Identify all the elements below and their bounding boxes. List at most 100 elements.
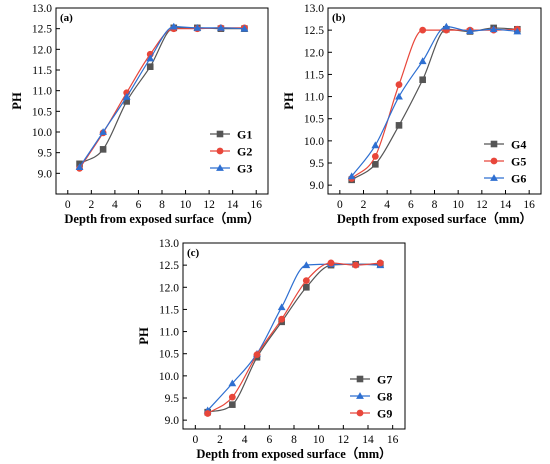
legend-marker [216,130,224,138]
legend-entry: G8 [377,390,392,404]
y-tick-label: 13.0 [304,3,324,15]
y-tick-label: 10.5 [32,106,52,118]
data-point [169,22,178,30]
data-point [395,81,403,89]
chart-panel-2: 0 2 4 6 8 10 12 14 16 9.0 9.5 10.0 10.5 11.0 11.5 12.0 1… [282,3,542,226]
y-tick-label: 12.0 [32,44,52,56]
x-tick-label: 8 [159,199,165,211]
data-point [99,128,108,135]
y-tick-label: 11.0 [159,327,179,339]
data-point [253,351,261,358]
data-point [122,92,131,100]
series-line [207,263,381,413]
legend-entry: G4 [511,138,526,152]
y-tick-label: 9.5 [38,148,53,160]
y-tick-label: 11.5 [159,304,179,316]
data-point [489,25,498,33]
x-tick-label: 2 [88,199,94,211]
data-point [372,161,379,168]
x-tick-label: 2 [217,434,223,446]
data-point [418,57,427,65]
y-axis-title: PH [282,92,296,110]
x-axis-title: Depth from exposed surface（mm） [64,211,259,226]
x-tick-label: 6 [408,199,414,211]
y-tick-label: 12.0 [159,282,179,294]
x-tick-label: 4 [112,199,118,211]
data-point [419,76,426,84]
legend-marker [356,409,364,417]
y-tick-label: 13.0 [159,238,179,250]
x-axis-title: Depth from exposed surface（mm） [337,211,532,226]
data-point [352,261,360,269]
data-point [302,261,311,269]
x-tick-label: 16 [387,434,399,446]
legend-entry: G1 [237,128,252,142]
data-point [395,122,403,129]
legend-entry: G5 [511,155,526,169]
y-tick-label: 10.5 [304,114,324,126]
data-point [395,92,403,100]
data-point [146,63,154,70]
y-tick-label: 10.5 [159,349,179,361]
x-tick-label: 10 [180,199,192,211]
series-line [207,263,381,411]
x-tick-label: 6 [136,199,142,211]
legend-entry: G9 [377,407,392,421]
x-tick-label: 12 [338,434,350,446]
x-tick-label: 0 [65,199,71,211]
series-G8 [203,260,385,414]
y-tick-label: 9.5 [165,393,180,405]
x-tick-label: 14 [362,434,374,446]
chart-panel-3: 0 2 4 6 8 10 12 14 16 9.0 9.5 10.0 10.5 11.0 11.5 12.0 1… [137,238,406,461]
x-tick-label: 12 [203,199,215,211]
y-axis-title: PH [137,327,151,345]
x-tick-label: 10 [313,434,325,446]
series-line [207,262,381,414]
legend-entry: G2 [237,145,252,159]
legend-marker [216,164,224,171]
data-point [193,23,202,31]
y-tick-label: 9.0 [310,180,325,192]
series-line [79,25,245,168]
data-point [371,141,380,149]
data-point [466,27,474,34]
y-tick-label: 12.5 [304,25,324,37]
panel-label: (b) [332,12,346,24]
y-tick-label: 12.0 [304,47,324,59]
legend-marker [490,157,498,165]
x-tick-label: 6 [266,434,272,446]
data-point [240,24,249,32]
y-tick-label: 11.5 [304,69,324,81]
data-point [228,379,237,387]
legend-entry: G3 [237,162,252,176]
data-point [371,152,379,160]
x-tick-label: 2 [361,199,367,211]
data-point [99,146,107,153]
x-tick-label: 0 [192,434,198,446]
data-point [327,259,335,267]
y-tick-label: 11.0 [304,92,324,104]
panel-label: (a) [60,12,73,24]
x-tick-label: 16 [250,199,262,211]
data-point [123,98,130,105]
data-point [347,172,356,180]
legend-entry: G7 [377,373,392,387]
panel-label: (c) [187,247,200,259]
legend-entry: G6 [511,172,526,186]
x-tick-label: 4 [242,434,248,446]
legend-marker [490,140,498,148]
x-tick-label: 14 [500,199,512,211]
data-point [442,22,451,30]
data-point [303,283,310,291]
x-tick-label: 8 [291,434,297,446]
x-tick-label: 14 [227,199,239,211]
x-axis-title: Depth from exposed surface（mm） [196,446,391,461]
data-point [75,163,84,171]
data-point [216,23,225,31]
y-tick-label: 10.0 [159,371,179,383]
y-tick-label: 10.0 [304,136,324,148]
y-tick-label: 11.0 [32,86,52,98]
legend-marker [356,392,364,399]
y-tick-label: 9.0 [38,168,53,180]
